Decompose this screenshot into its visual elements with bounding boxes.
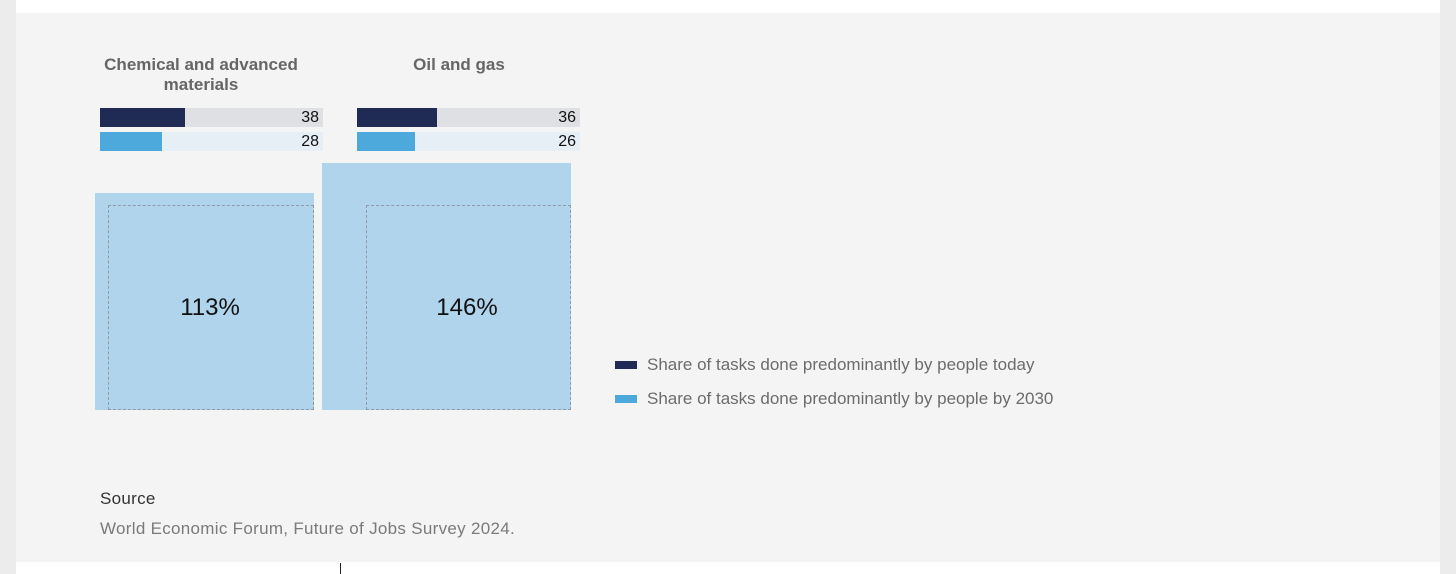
bottom-strip (16, 562, 1440, 574)
bar-track-2030-chemical: 28 (100, 132, 323, 151)
bar-value-today-oil-gas: 36 (558, 109, 576, 126)
ratio-label-oil-gas: 146% (436, 294, 498, 321)
top-strip (16, 0, 1440, 13)
legend-label-today: Share of tasks done predominantly by peo… (647, 355, 1035, 374)
bar-today-oil-gas (357, 108, 438, 127)
source-heading: Source (100, 489, 156, 508)
ratio-label-chemical: 113% (180, 294, 240, 321)
bar-track-2030-oil-gas: 26 (357, 132, 580, 151)
reference-box-chemical (108, 205, 314, 410)
page-edge-left (0, 0, 16, 574)
bar-value-2030-chemical: 28 (301, 133, 319, 150)
source-text: World Economic Forum, Future of Jobs Sur… (100, 519, 515, 538)
bar-value-2030-oil-gas: 26 (558, 133, 576, 150)
panel-title-oil-gas: Oil and gas (413, 55, 505, 74)
bar-today-chemical (100, 108, 185, 127)
bottom-divider-tick (340, 563, 341, 574)
page-edge-right (1440, 0, 1456, 574)
bar-track-today-oil-gas: 36 (357, 108, 580, 127)
legend-swatch-2030 (615, 395, 637, 403)
legend-label-2030: Share of tasks done predominantly by peo… (647, 389, 1054, 408)
bar-track-today-chemical: 38 (100, 108, 323, 127)
ratio-bubble-chemical (95, 193, 314, 410)
bar-2030-chemical (100, 132, 163, 151)
legend-swatch-today (615, 361, 637, 369)
bar-value-today-chemical: 38 (301, 109, 319, 126)
panel-title-chemical: Chemical and advanced materials (104, 55, 298, 94)
bar-2030-oil-gas (357, 132, 415, 151)
reference-box-oil-gas (366, 205, 571, 410)
ratio-bubble-oil-gas (322, 163, 571, 410)
